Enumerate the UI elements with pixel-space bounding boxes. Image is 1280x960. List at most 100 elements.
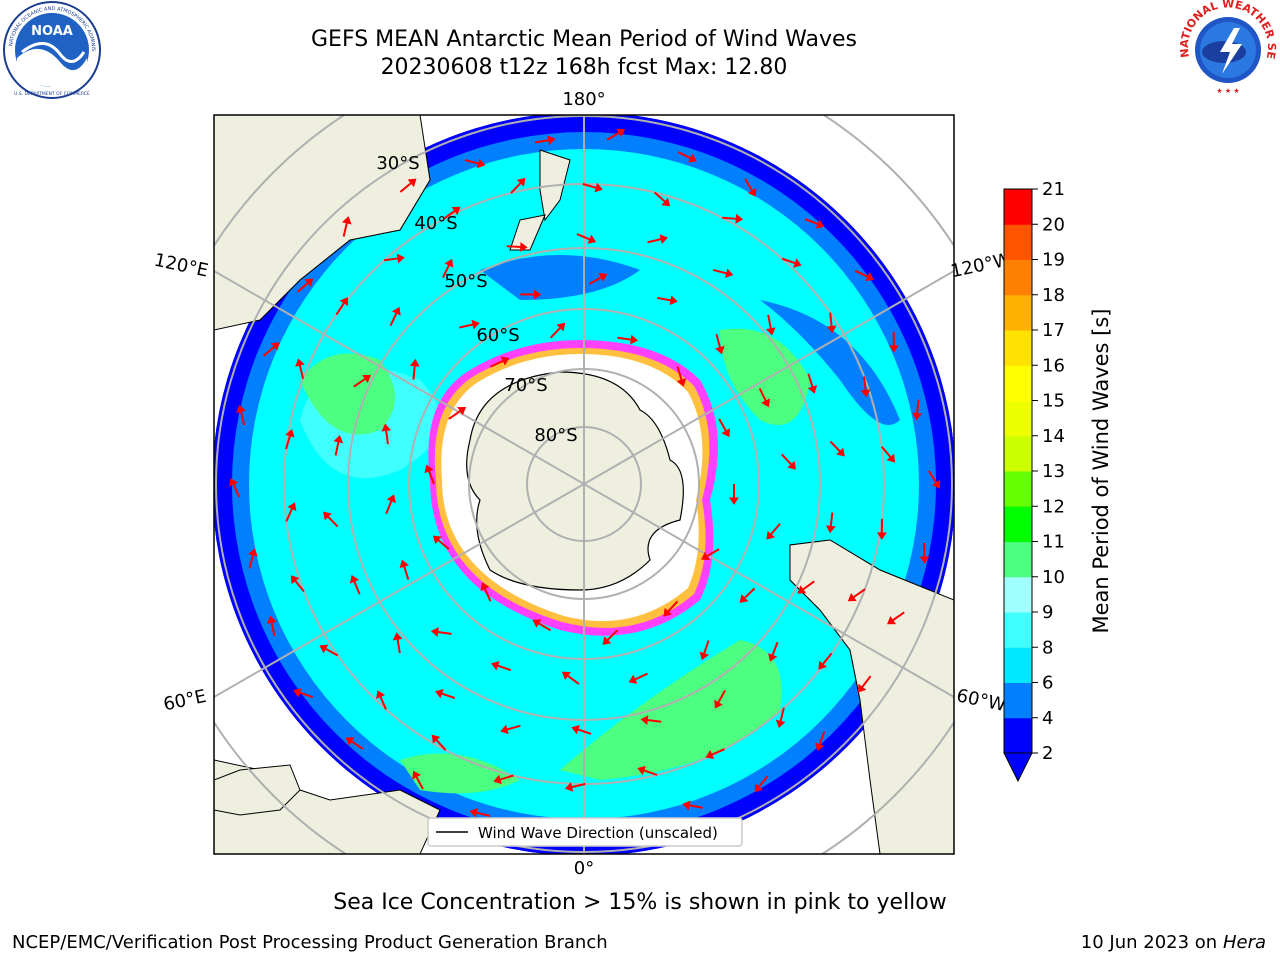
wind-arrow-shaft — [534, 139, 549, 144]
wind-arrow-shaft — [718, 418, 727, 432]
wind-arrow-shaft — [582, 183, 597, 189]
wind-arrow-head — [295, 358, 305, 367]
wind-arrow-shaft — [506, 245, 521, 249]
colorbar-tick-label: 4 — [1042, 708, 1053, 729]
wind-arrow-head — [825, 525, 836, 534]
wind-arrow-shaft — [476, 811, 491, 817]
wind-arrow-head — [399, 559, 410, 569]
wind-arrow-shaft — [499, 774, 514, 781]
wind-arrow-shaft — [571, 783, 586, 789]
wind-arrow-head — [818, 660, 827, 670]
colorbar-tick-label: 19 — [1042, 250, 1065, 271]
wind-arrow-shaft — [285, 508, 293, 522]
wind-arrow-shaft — [880, 445, 892, 458]
wind-arrow-shaft — [342, 222, 348, 237]
wind-arrow-head — [754, 783, 764, 793]
colorbar-swatch — [1004, 224, 1032, 260]
wind-arrow-shaft — [802, 580, 815, 591]
wind-arrow-head — [386, 494, 396, 504]
land-australia-outer — [214, 115, 431, 331]
lat-label-50s: 50°S — [444, 271, 487, 292]
wind-arrow-head — [640, 715, 649, 726]
wind-arrow-shaft — [510, 182, 522, 194]
wind-arrow-head — [931, 479, 941, 489]
wind-arrow-shaft — [818, 731, 826, 745]
wind-arrow-head — [628, 674, 638, 684]
wind-arrow-head — [341, 216, 352, 225]
colorbar-tick-label: 18 — [1042, 285, 1065, 306]
wind-arrow-head — [775, 719, 786, 729]
plot-subtitle: 20230608 t12z 168h fcst Max: 12.80 — [380, 55, 788, 80]
wind-arrow-head — [480, 582, 490, 591]
wind-arrow-shaft — [350, 740, 364, 750]
lat-label-80s: 80°S — [534, 425, 577, 446]
colorbar-swatch — [1004, 682, 1032, 719]
colorbar-swatch — [1004, 717, 1032, 754]
wind-arrow-head — [857, 683, 867, 693]
wind-arrow-shaft — [656, 296, 672, 302]
lon-label-180: 180° — [562, 89, 605, 110]
colorbar-swatch — [1004, 471, 1032, 507]
wind-arrow-head — [787, 460, 797, 470]
wind-arrow-head — [270, 342, 280, 351]
wind-arrow-head — [547, 135, 556, 146]
wind-arrow-head — [409, 358, 420, 367]
wind-arrow-head — [571, 724, 580, 735]
wind-arrow-head — [500, 724, 509, 735]
wind-arrow-shaft — [270, 622, 276, 637]
wind-arrow-shaft — [537, 622, 552, 632]
wind-arrow-head — [533, 289, 542, 300]
colorbar-tick-label: 13 — [1042, 461, 1065, 482]
wind-arrow-head — [888, 345, 899, 353]
lat-label-60s: 60°S — [476, 325, 519, 346]
wind-arrow-shaft — [437, 539, 450, 550]
wind-arrow-shaft — [412, 365, 416, 380]
wind-arrow-shaft — [767, 314, 772, 329]
wind-arrow-shaft — [667, 600, 679, 613]
colorbar-tick-label: 21 — [1042, 179, 1065, 200]
wind-arrow-head — [435, 689, 444, 699]
wind-arrow-head — [333, 434, 344, 444]
wind-arrow-head — [349, 574, 360, 584]
wind-arrow-head — [587, 234, 597, 244]
wind-arrow-shaft — [442, 264, 450, 279]
wind-arrow-shaft — [647, 719, 662, 723]
wind-arrow-shaft — [829, 512, 834, 527]
wind-arrow-head — [412, 770, 421, 780]
wind-arrow-head — [725, 268, 734, 279]
wind-arrow-shaft — [712, 268, 727, 275]
wind-arrow-shaft — [459, 323, 474, 329]
lon-label-60e: 60°E — [162, 686, 209, 716]
wind-arrow-shaft — [325, 647, 339, 657]
footer-credit: NCEP/EMC/Verification Post Processing Pr… — [12, 932, 608, 953]
map-frame — [213, 114, 955, 855]
wind-arrow-head — [705, 750, 715, 760]
colorbar-tick-label: 16 — [1042, 355, 1065, 376]
wind-arrow-shaft — [743, 587, 756, 599]
wind-arrow-head — [444, 258, 454, 268]
colorbar-swatch — [1004, 612, 1032, 648]
wind-arrow-head — [287, 502, 297, 512]
wind-arrow-shaft — [770, 523, 781, 536]
blue-band-north — [480, 255, 640, 300]
wind-arrow-shaft — [335, 302, 345, 316]
colorbar-tick-label: 17 — [1042, 320, 1065, 341]
wind-arrow-head — [669, 295, 678, 306]
colorbar-tick-label: 10 — [1042, 567, 1065, 588]
wind-arrow-shaft — [653, 191, 666, 203]
wind-arrow-shaft — [617, 336, 632, 341]
colorbar-swatch — [1004, 400, 1032, 437]
wind-arrow-head — [564, 782, 574, 792]
wind-arrow-head — [345, 737, 355, 746]
green-patch-east — [720, 328, 810, 425]
wind-arrow-shaft — [829, 440, 841, 453]
green-patch-south — [560, 640, 782, 780]
wind-arrow-head — [469, 807, 478, 818]
wind-arrow-shaft — [379, 696, 387, 710]
wind-arrow-head — [476, 158, 486, 169]
wind-arrow-shaft — [744, 178, 754, 192]
footer-date: 10 Jun 2023 on Hera — [1081, 932, 1266, 953]
colorbar-tick-label: 2 — [1042, 743, 1053, 764]
wind-arrow-head — [616, 128, 626, 138]
noaa-logo-text: NOAA — [31, 24, 73, 39]
